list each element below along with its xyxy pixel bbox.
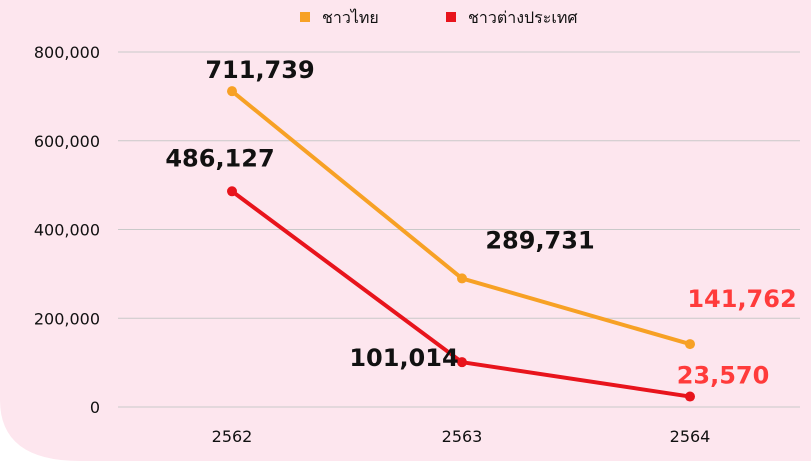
value-label: 486,127 (165, 144, 274, 172)
legend-label: ชาวไทย (322, 8, 379, 27)
point (457, 357, 467, 368)
y-tick-label: 200,000 (34, 309, 100, 328)
point (227, 86, 237, 97)
y-tick-label: 0 (90, 398, 100, 417)
point (685, 339, 695, 350)
y-tick-label: 400,000 (34, 221, 100, 240)
plot: 0 200,000 400,000 600,000 800,000 2562 2563 256… (34, 8, 800, 446)
legend-swatch (446, 12, 456, 22)
x-tick-label: 2563 (442, 427, 483, 446)
x-tick-label: 2564 (670, 427, 711, 446)
value-label: 101,014 (349, 344, 458, 372)
value-label: 289,731 (485, 226, 594, 254)
x-tick-label: 2562 (212, 427, 253, 446)
legend-swatch (300, 12, 310, 22)
point (227, 186, 237, 197)
value-label: 141,762 (687, 285, 796, 313)
legend-label: ชาวต่างประเทศ (468, 8, 578, 27)
y-tick-label: 600,000 (34, 132, 100, 151)
y-tick-label: 800,000 (34, 43, 100, 62)
value-label: 711,739 (205, 56, 314, 84)
value-label: 23,570 (677, 362, 770, 390)
point (457, 273, 467, 284)
point (685, 391, 695, 402)
